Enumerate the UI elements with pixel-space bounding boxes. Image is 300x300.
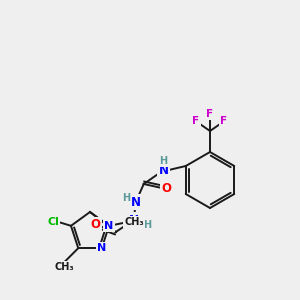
Text: F: F [192,116,200,126]
Text: H: H [159,156,167,166]
Text: CH₃: CH₃ [54,262,74,272]
Text: N: N [104,221,114,231]
Text: N: N [129,214,139,226]
Text: CH₃: CH₃ [124,217,144,227]
Text: H: H [122,193,130,203]
Text: O: O [162,182,172,194]
Text: Cl: Cl [47,217,59,227]
Text: F: F [220,116,228,126]
Text: N: N [131,196,141,208]
Text: N: N [97,243,106,253]
Text: O: O [91,218,101,232]
Text: F: F [206,109,214,119]
Text: H: H [143,220,151,230]
Text: N: N [159,164,169,176]
